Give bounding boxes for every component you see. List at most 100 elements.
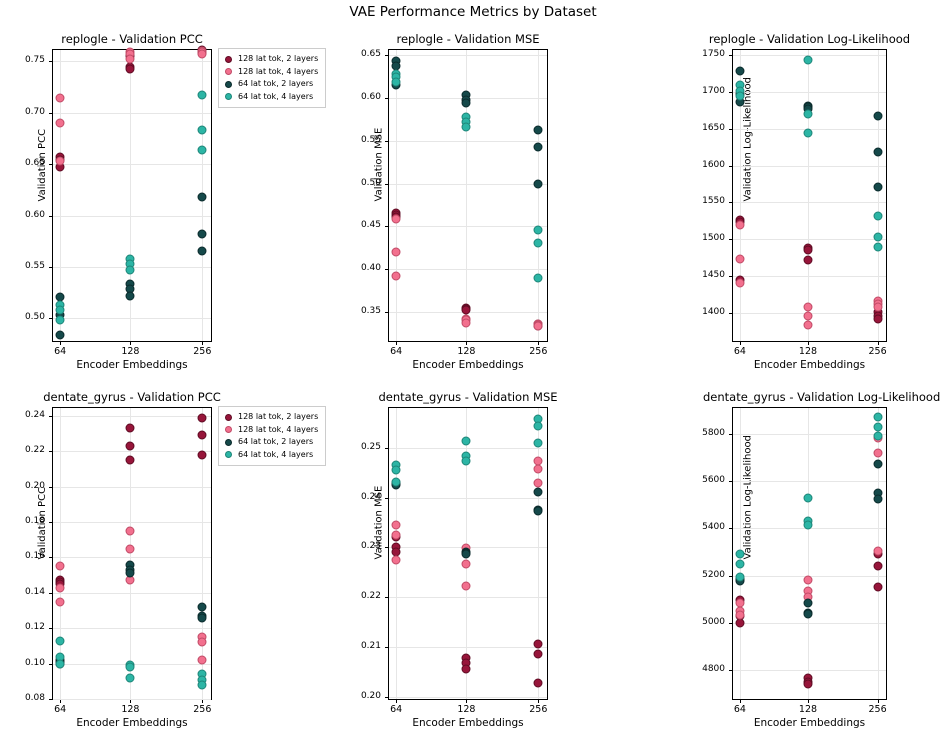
x-tick-label: 256 — [868, 704, 887, 715]
data-point — [533, 464, 543, 474]
x-tick-mark — [538, 699, 540, 703]
x-tick-mark — [877, 699, 879, 703]
data-point — [197, 430, 207, 440]
y-tick-mark — [49, 522, 53, 524]
x-tick-mark — [202, 699, 204, 703]
legend-marker-icon — [225, 55, 232, 63]
gridline-horizontal — [733, 622, 886, 624]
subplot-replogle-pcc: replogle - Validation PCC Validation PCC E… — [25, 32, 212, 371]
legend-item: 128 lat tok, 2 layers — [225, 53, 318, 66]
x-tick-label: 64 — [54, 346, 67, 357]
legend-item: 128 lat tok, 2 layers — [225, 411, 318, 424]
y-tick-mark — [729, 622, 733, 624]
gridline-vertical — [807, 408, 809, 699]
data-point — [197, 413, 207, 423]
x-tick-label: 64 — [390, 704, 403, 715]
data-point — [55, 93, 65, 103]
legend-label: 128 lat tok, 4 layers — [238, 424, 319, 434]
data-point — [873, 494, 883, 504]
data-point — [197, 192, 207, 202]
data-point — [533, 478, 543, 488]
x-tick-mark — [807, 341, 809, 345]
data-point — [197, 602, 207, 612]
gridline-vertical — [877, 50, 879, 341]
y-tick-mark — [49, 112, 53, 114]
y-tick-label: 0.50 — [24, 312, 45, 323]
data-point — [803, 245, 813, 255]
data-point — [735, 66, 745, 76]
subplot-title: dentate_gyrus - Validation MSE — [378, 390, 558, 404]
data-point — [391, 214, 401, 224]
x-tick-label: 256 — [193, 704, 212, 715]
gridline-horizontal — [389, 269, 547, 271]
y-tick-label: 1700 — [702, 85, 725, 96]
y-tick-label: 5000 — [702, 616, 725, 627]
data-point — [533, 125, 543, 135]
y-tick-label: 5200 — [702, 569, 725, 580]
data-point — [873, 302, 883, 312]
data-point — [391, 77, 401, 87]
y-tick-mark — [385, 547, 389, 549]
y-tick-label: 0.35 — [360, 305, 381, 316]
gridline-horizontal — [733, 239, 886, 241]
y-tick-label: 0.18 — [24, 516, 45, 527]
data-point — [55, 561, 65, 571]
data-point — [873, 448, 883, 458]
x-tick-label: 64 — [390, 346, 403, 357]
gridline-horizontal — [733, 55, 886, 57]
y-tick-mark — [729, 670, 733, 672]
data-point — [873, 242, 883, 252]
y-tick-label: 0.65 — [24, 158, 45, 169]
gridline-horizontal — [389, 55, 547, 57]
x-tick-label: 64 — [733, 704, 746, 715]
subplot-replogle-loglik: replogle - Validation Log-Likelihood Vali… — [702, 32, 910, 371]
gridline-vertical — [538, 50, 540, 341]
data-point — [461, 122, 471, 132]
y-tick-label: 0.50 — [360, 177, 381, 188]
y-tick-label: 1650 — [702, 122, 725, 133]
data-point — [461, 318, 471, 328]
data-point — [197, 125, 207, 135]
y-tick-label: 0.23 — [360, 541, 381, 552]
y-tick-label: 0.65 — [360, 49, 381, 60]
data-point — [55, 659, 65, 669]
data-point — [197, 613, 207, 623]
y-tick-mark — [729, 481, 733, 483]
gridline-horizontal — [733, 670, 886, 672]
y-tick-mark — [729, 575, 733, 577]
data-point — [803, 109, 813, 119]
y-tick-label: 1550 — [702, 196, 725, 207]
y-tick-label: 1450 — [702, 270, 725, 281]
data-point — [533, 487, 543, 497]
data-point — [735, 559, 745, 569]
y-tick-mark — [385, 226, 389, 228]
y-tick-label: 0.12 — [24, 622, 45, 633]
x-tick-label: 256 — [529, 346, 548, 357]
subplot-replogle-mse: replogle - Validation MSE Validation MSE E… — [361, 32, 548, 371]
gridline-horizontal — [53, 522, 211, 524]
y-tick-label: 0.20 — [360, 690, 381, 701]
figure-title: VAE Performance Metrics by Dataset — [349, 4, 597, 20]
y-axis-label: Validation Log-Likelihood — [742, 76, 754, 201]
data-point — [803, 55, 813, 65]
y-tick-label: 1500 — [702, 233, 725, 244]
y-tick-mark — [729, 313, 733, 314]
y-tick-mark — [729, 91, 733, 93]
data-point — [125, 526, 135, 536]
gridline-horizontal — [389, 597, 547, 599]
x-tick-mark — [877, 341, 879, 345]
x-tick-label: 128 — [457, 346, 476, 357]
data-point — [533, 639, 543, 649]
y-tick-label: 0.70 — [24, 106, 45, 117]
data-point — [391, 465, 401, 475]
gridline-vertical — [202, 408, 204, 699]
y-tick-mark — [49, 592, 53, 594]
data-point — [803, 575, 813, 585]
data-point — [55, 330, 65, 340]
data-point — [803, 598, 813, 608]
data-point — [873, 546, 883, 556]
legend-label: 128 lat tok, 2 layers — [238, 54, 319, 63]
x-axis-label: Encoder Embeddings — [412, 717, 524, 729]
x-tick-mark — [130, 341, 132, 345]
x-axis-label: Encoder Embeddings — [76, 717, 188, 729]
